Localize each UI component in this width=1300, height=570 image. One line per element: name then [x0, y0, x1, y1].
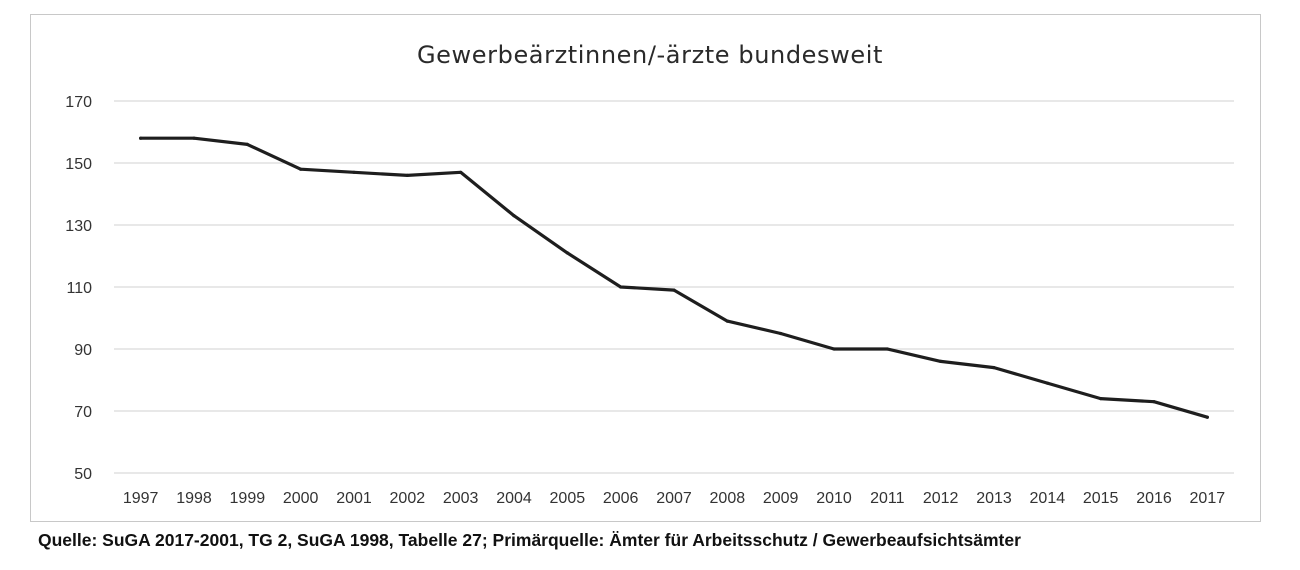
data-point [672, 288, 676, 292]
data-point [885, 347, 889, 351]
x-tick-label: 2015 [1083, 490, 1119, 507]
source-note: Quelle: SuGA 2017-2001, TG 2, SuGA 1998,… [38, 530, 1021, 550]
x-tick-label: 2017 [1190, 490, 1226, 507]
data-point [1205, 415, 1209, 419]
data-point [619, 285, 623, 289]
x-tick-label: 2010 [816, 490, 852, 507]
data-point [139, 136, 143, 140]
y-tick-label: 90 [74, 342, 92, 359]
x-tick-label: 2011 [870, 490, 905, 507]
x-tick-label: 2003 [443, 490, 479, 507]
x-tick-label: 2016 [1136, 490, 1172, 507]
data-point [1152, 400, 1156, 404]
data-point [299, 167, 303, 171]
x-tick-label: 2004 [496, 490, 532, 507]
data-point [192, 136, 196, 140]
data-point [405, 173, 409, 177]
y-tick-label: 50 [74, 466, 92, 483]
y-tick-label: 70 [74, 404, 92, 421]
x-tick-label: 2005 [550, 490, 586, 507]
data-point [992, 366, 996, 370]
data-point [1045, 381, 1049, 385]
x-tick-label: 2014 [1030, 490, 1066, 507]
series-line [139, 136, 1209, 419]
data-point [939, 359, 943, 363]
data-point [459, 170, 463, 174]
x-axis-ticks: 1997 1998 1999 2000 2001 2002 2003 2004 2005 2006… [123, 490, 1225, 507]
x-tick-label: 2000 [283, 490, 319, 507]
x-tick-label: 2009 [763, 490, 799, 507]
x-tick-label: 2008 [710, 490, 746, 507]
series-layer [139, 136, 1209, 419]
y-axis-ticks: 170 150 130 110 90 70 50 [65, 94, 92, 483]
y-tick-label: 170 [65, 94, 92, 111]
data-point [832, 347, 836, 351]
data-point [352, 170, 356, 174]
x-tick-label: 2001 [336, 490, 372, 507]
x-tick-label: 2007 [656, 490, 692, 507]
x-tick-label: 1997 [123, 490, 159, 507]
x-tick-label: 2002 [390, 490, 426, 507]
data-point [725, 319, 729, 323]
data-point [245, 142, 249, 146]
chart-frame [30, 14, 1261, 522]
x-tick-label: 2006 [603, 490, 639, 507]
y-tick-label: 130 [65, 218, 92, 235]
x-tick-label: 2012 [923, 490, 959, 507]
y-tick-label: 110 [66, 280, 92, 297]
x-tick-label: 2013 [976, 490, 1012, 507]
y-tick-label: 150 [65, 156, 92, 173]
data-point [779, 331, 783, 336]
chart-title: Gewerbeärztinnen/-ärzte bundesweit [417, 41, 883, 69]
data-point [565, 251, 569, 255]
data-point [512, 214, 516, 218]
x-tick-label: 1998 [176, 490, 212, 507]
gridlines [114, 100, 1234, 474]
data-point [1099, 397, 1103, 401]
x-tick-label: 1999 [230, 490, 266, 507]
